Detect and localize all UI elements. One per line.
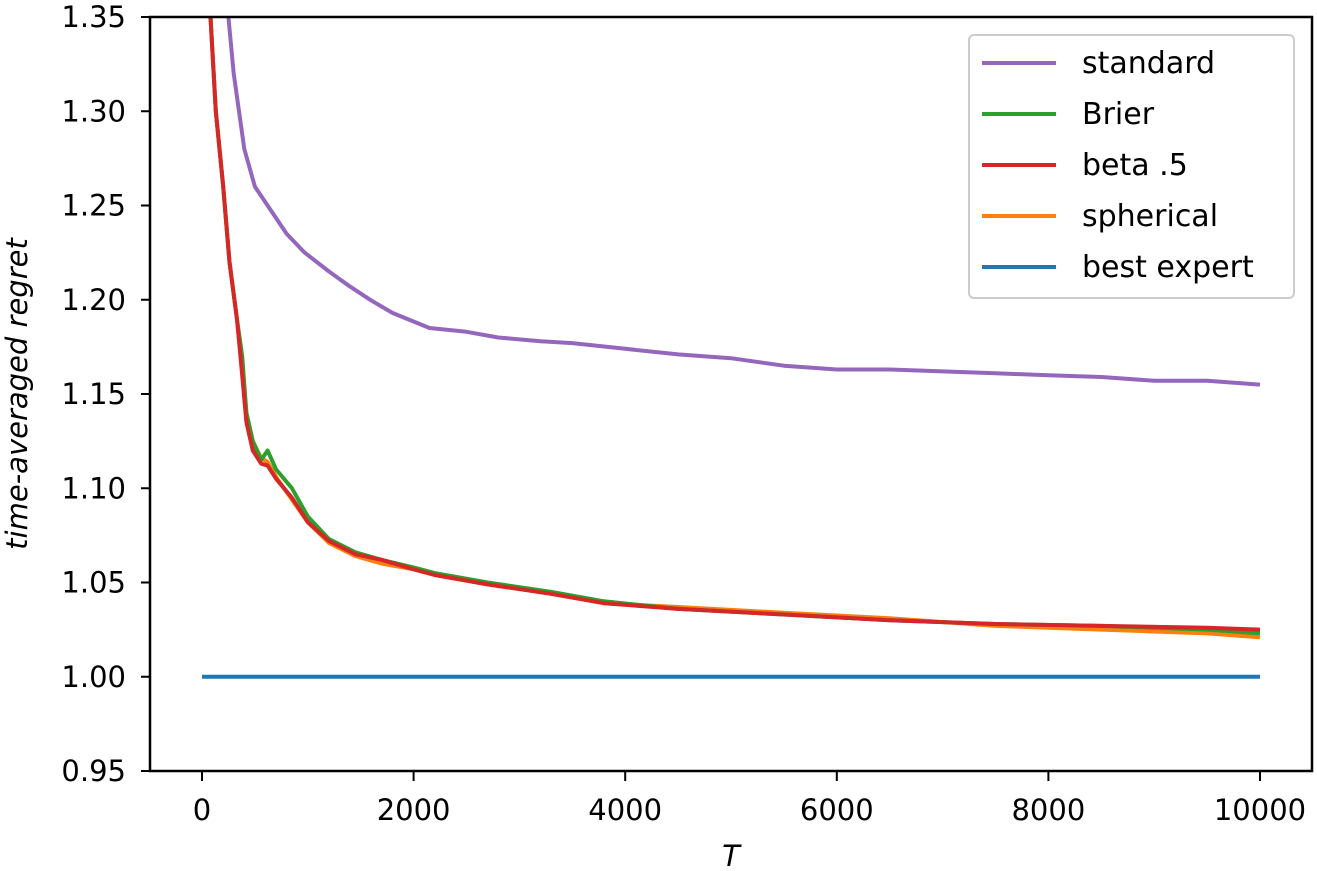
legend-box (968, 34, 1295, 299)
y-axis-label: time-averaged regret (0, 237, 34, 550)
x-tick-label: 4000 (588, 793, 662, 827)
legend-label: beta .5 (1082, 148, 1188, 183)
x-axis-label: T (722, 839, 742, 871)
y-tick-label: 1.15 (61, 377, 126, 411)
x-tick-label: 2000 (377, 793, 451, 827)
x-tick-label: 10000 (1214, 793, 1306, 827)
legend: standard Brier beta .5 spherical best expert (968, 34, 1295, 299)
legend-label: best expert (1082, 250, 1254, 285)
plot-area (202, 17, 1261, 679)
y-tick-label: 1.30 (61, 94, 126, 128)
y-tick-label: 1.00 (61, 660, 126, 694)
x-tick-label: 0 (193, 793, 211, 827)
x-tick-label: 6000 (800, 793, 874, 827)
series-line-beta-5 (208, 17, 1261, 632)
legend-label: spherical (1082, 199, 1218, 234)
y-tick-label: 1.35 (61, 0, 126, 34)
x-axis: 0 2000 4000 6000 8000 10000 (193, 771, 1306, 827)
y-tick-label: 1.05 (61, 566, 126, 600)
legend-label: standard (1082, 46, 1215, 81)
series-line-standard (226, 17, 1261, 387)
y-tick-label: 0.95 (61, 754, 126, 788)
y-axis: 0.95 1.00 1.05 1.10 1.15 1.20 1.25 1.30 1.35 (61, 0, 150, 788)
legend-label: Brier (1082, 97, 1155, 132)
y-tick-label: 1.25 (61, 189, 126, 223)
x-tick-label: 8000 (1011, 793, 1085, 827)
y-tick-label: 1.10 (61, 471, 126, 505)
y-tick-label: 1.20 (61, 283, 126, 317)
